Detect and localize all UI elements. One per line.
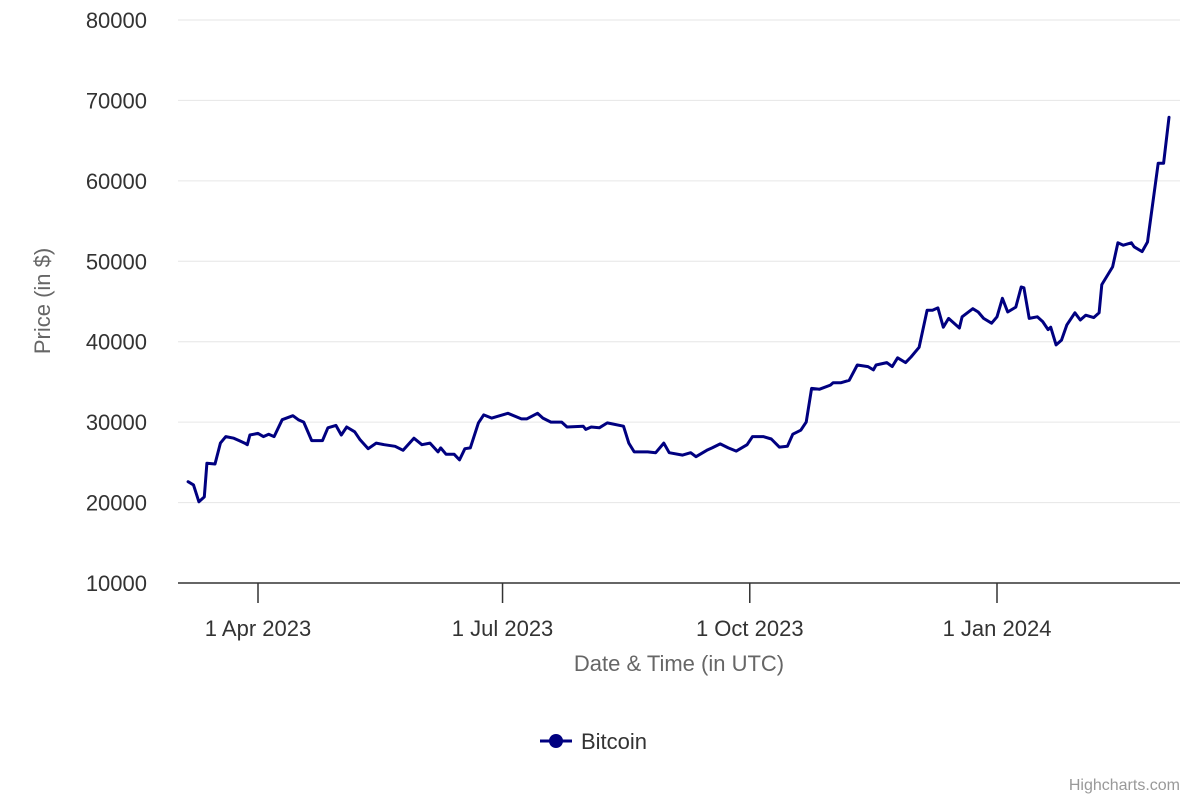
legend-label: Bitcoin xyxy=(581,729,647,754)
y-tick-label: 80000 xyxy=(86,8,147,33)
y-tick-label: 10000 xyxy=(86,571,147,596)
y-tick-label: 30000 xyxy=(86,410,147,435)
x-tick-label: 1 Jan 2024 xyxy=(943,616,1052,641)
x-tick-label: 1 Oct 2023 xyxy=(696,616,804,641)
x-tick-label: 1 Jul 2023 xyxy=(452,616,554,641)
y-axis-tick-labels: 10000 20000 30000 40000 50000 60000 70000 80000 xyxy=(86,8,147,596)
y-tick-label: 70000 xyxy=(86,88,147,113)
series-line-bitcoin xyxy=(186,115,1171,504)
x-axis: 1 Apr 2023 1 Jul 2023 1 Oct 2023 1 Jan 2024 xyxy=(178,582,1180,641)
y-axis-title: Price (in $) xyxy=(30,248,55,354)
legend-item-bitcoin[interactable]: Bitcoin xyxy=(540,729,647,754)
y-tick-label: 20000 xyxy=(86,491,147,516)
y-tick-label: 60000 xyxy=(86,169,147,194)
x-axis-title: Date & Time (in UTC) xyxy=(574,651,784,676)
x-tick-label: 1 Apr 2023 xyxy=(205,616,311,641)
credits-link[interactable]: Highcharts.com xyxy=(1069,777,1180,794)
gridlines xyxy=(178,19,1180,504)
y-tick-label: 40000 xyxy=(86,330,147,355)
series-group xyxy=(186,115,1171,504)
legend-marker-icon xyxy=(549,734,563,748)
y-tick-label: 50000 xyxy=(86,249,147,274)
